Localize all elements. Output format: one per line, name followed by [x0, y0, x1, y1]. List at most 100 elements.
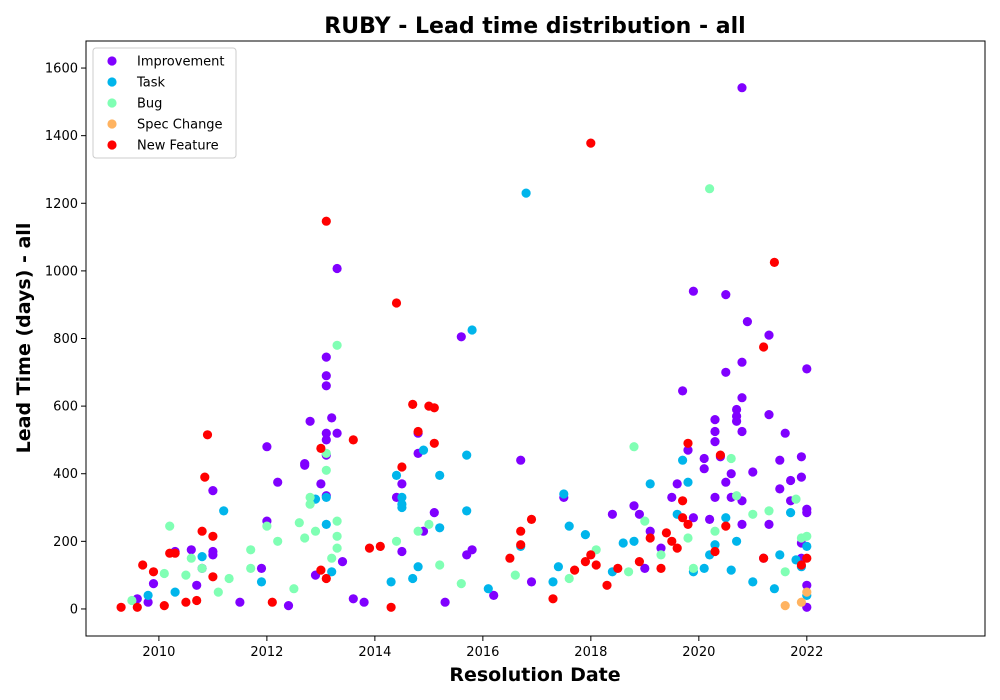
data-point: [661, 528, 672, 538]
data-point: [553, 562, 564, 572]
x-tick-label: 2020: [682, 645, 715, 660]
data-point: [391, 298, 402, 308]
data-point: [683, 519, 693, 530]
data-point: [391, 536, 402, 546]
data-point: [742, 317, 753, 327]
data-point: [165, 521, 175, 531]
data-point: [321, 216, 331, 226]
data-point: [462, 450, 472, 460]
data-point: [796, 597, 807, 607]
series-improvement: [132, 83, 812, 612]
data-point: [688, 286, 699, 296]
data-point: [678, 455, 688, 465]
data-point: [316, 443, 326, 453]
data-point: [197, 563, 207, 574]
data-point: [710, 526, 720, 536]
data-point: [327, 553, 337, 563]
x-tick-label: 2014: [358, 645, 391, 660]
data-point: [748, 467, 758, 477]
data-point: [200, 472, 210, 482]
plot-area: [116, 83, 812, 612]
y-tick-label: 200: [53, 535, 78, 550]
data-point: [613, 563, 623, 574]
data-point: [710, 437, 720, 447]
data-point: [305, 499, 315, 509]
data-point: [305, 416, 315, 426]
data-point: [634, 509, 645, 519]
data-point: [148, 579, 159, 589]
data-point: [289, 584, 299, 594]
data-point: [435, 523, 445, 533]
data-point: [386, 577, 396, 587]
data-point: [726, 453, 736, 464]
data-point: [688, 513, 699, 523]
data-point: [197, 552, 207, 562]
data-point: [143, 597, 153, 607]
legend: Improvement Task Bug Spec Change New Feature: [92, 47, 237, 159]
legend-marker: [107, 119, 117, 129]
data-point: [678, 386, 688, 396]
data-point: [364, 543, 375, 553]
legend-marker: [107, 77, 117, 87]
data-point: [321, 352, 331, 362]
data-point: [202, 430, 213, 440]
series-new-feature: [116, 138, 812, 612]
data-point: [624, 567, 634, 577]
data-point: [586, 550, 596, 560]
data-point: [327, 567, 337, 577]
data-point: [170, 548, 180, 558]
data-point: [618, 538, 628, 548]
data-point: [564, 521, 574, 531]
data-point: [710, 540, 720, 550]
data-point: [467, 545, 477, 555]
data-point: [721, 367, 731, 377]
data-point: [721, 521, 731, 531]
y-tick-label: 1200: [45, 197, 78, 212]
data-point: [413, 526, 423, 536]
data-point: [246, 563, 256, 574]
data-point: [332, 263, 342, 274]
data-point: [705, 514, 715, 525]
data-point: [802, 541, 812, 552]
data-point: [181, 597, 191, 607]
data-point: [570, 565, 580, 575]
data-point: [732, 404, 742, 415]
x-tick-label: 2022: [790, 645, 823, 660]
data-point: [780, 428, 790, 438]
data-point: [775, 484, 785, 494]
data-point: [170, 587, 180, 597]
data-point: [192, 580, 202, 590]
data-point: [732, 491, 742, 501]
data-point: [429, 403, 439, 413]
data-point: [586, 138, 596, 148]
data-point: [656, 543, 666, 553]
y-tick-label: 0: [70, 602, 78, 617]
data-point: [710, 415, 720, 425]
data-point: [283, 601, 294, 611]
data-point: [327, 413, 337, 423]
data-point: [802, 580, 812, 590]
data-point: [483, 584, 493, 594]
data-point: [321, 573, 331, 584]
legend-marker: [107, 98, 117, 108]
data-point: [737, 426, 747, 437]
data-point: [732, 416, 742, 426]
chart-title: RUBY - Lead time distribution - all: [324, 14, 745, 39]
legend-label: Bug: [137, 97, 162, 112]
data-point: [726, 565, 736, 575]
data-point: [796, 560, 807, 570]
series-bug: [127, 184, 812, 606]
data-point: [159, 601, 169, 611]
data-point: [375, 541, 385, 552]
data-point: [424, 519, 434, 530]
data-point: [418, 445, 429, 455]
data-point: [391, 470, 402, 480]
data-point: [397, 462, 407, 472]
data-point: [645, 526, 655, 536]
data-point: [802, 553, 812, 563]
y-tick-label: 800: [53, 332, 78, 347]
data-point: [348, 435, 358, 445]
x-tick-label: 2018: [574, 645, 607, 660]
data-point: [332, 516, 342, 526]
data-point: [769, 584, 780, 594]
